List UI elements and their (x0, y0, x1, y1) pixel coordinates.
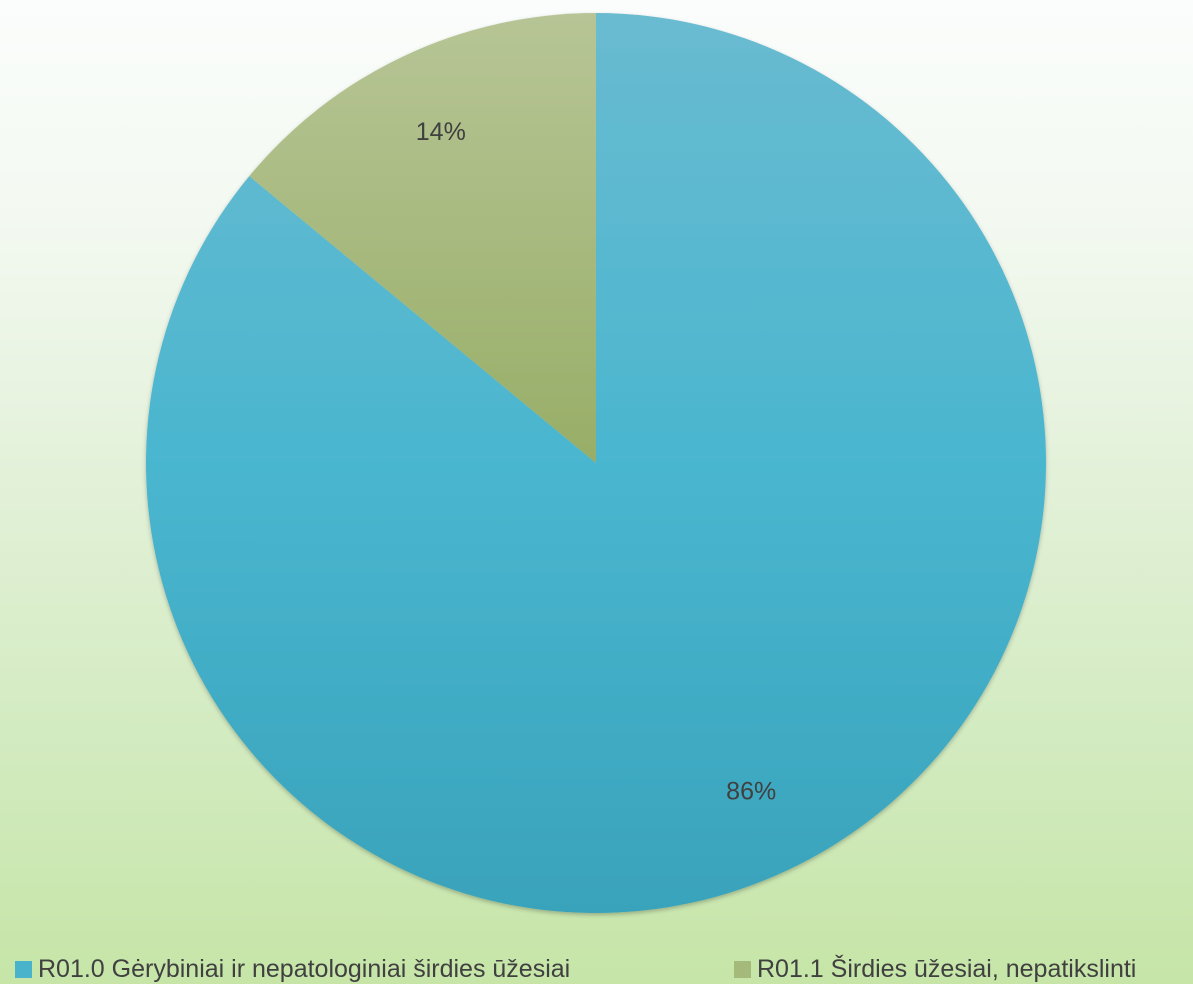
legend-swatch-r01-0 (15, 960, 32, 978)
pie-chart: 86% 14% (146, 13, 1047, 914)
legend-item-r01-0: R01.0 Gėrybiniai ir nepatologiniai širdi… (15, 954, 570, 984)
pie-data-label-r01-1: 14% (416, 118, 466, 146)
pie-data-label-r01-0: 86% (726, 777, 776, 805)
pie-slices (146, 13, 1047, 914)
legend: R01.0 Gėrybiniai ir nepatologiniai širdi… (0, 950, 1193, 984)
pie-slice-r01-0 (146, 13, 1047, 914)
legend-label-r01-0: R01.0 Gėrybiniai ir nepatologiniai širdi… (38, 955, 571, 983)
legend-label-r01-1: R01.1 Širdies ūžesiai, nepatikslinti (757, 955, 1137, 983)
pie-slice-r01-1 (249, 13, 596, 463)
legend-swatch-r01-1 (734, 960, 751, 978)
legend-item-r01-1: R01.1 Širdies ūžesiai, nepatikslinti (734, 954, 1136, 984)
pie-data-labels: 86% 14% (416, 118, 776, 806)
